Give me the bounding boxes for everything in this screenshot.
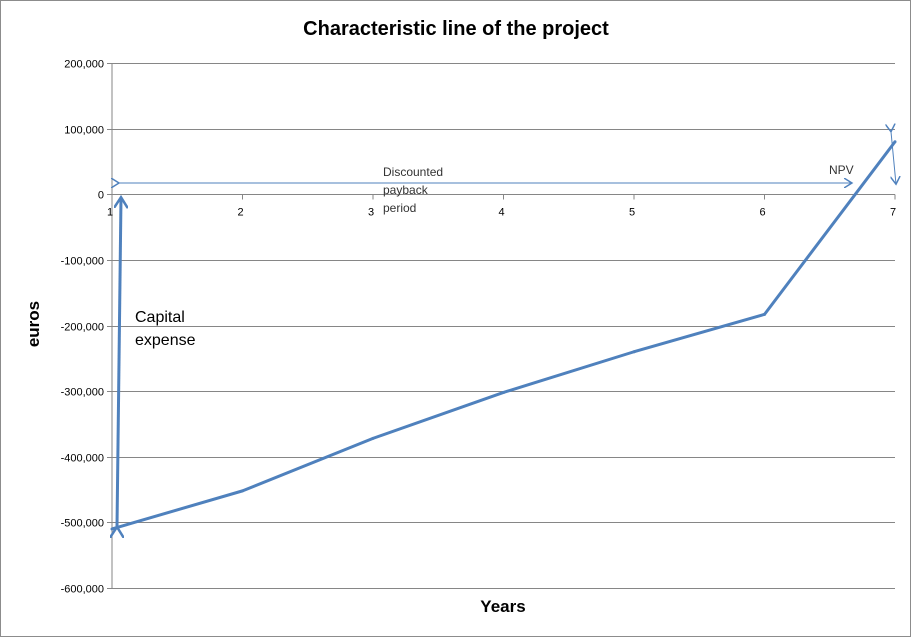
data-point: [110, 527, 114, 531]
x-tick-label: 1: [107, 207, 113, 219]
x-tick-labels: 1 2 3 4 5 6 7: [107, 207, 896, 219]
y-tick-label: 200,000: [64, 59, 104, 71]
y-tick-labels: 200,000 100,000 0 -100,000 -200,000 -300,000 -…: [61, 59, 104, 596]
series-line-0: [111, 140, 897, 531]
capital-expense-arrow: [117, 197, 121, 527]
data-point: [893, 140, 897, 144]
data-point: [763, 312, 766, 316]
y-tick-label: -600,000: [61, 584, 104, 596]
y-tick-label: 0: [98, 190, 104, 202]
x-tick-label: 7: [890, 207, 896, 219]
x-tick-label: 3: [368, 207, 374, 219]
x-tick-label: 2: [237, 207, 243, 219]
y-tick-label: -100,000: [61, 256, 104, 268]
capital-expense-label-line-1: Capital: [135, 309, 185, 326]
payback-label-line-1: Discounted: [383, 165, 443, 179]
y-tick-label: -500,000: [61, 518, 104, 530]
data-point: [241, 489, 244, 493]
data-point: [502, 390, 505, 394]
chart-title: Characteristic line of the project: [303, 18, 609, 40]
x-axis-title: Years: [480, 597, 525, 616]
data-point: [371, 436, 375, 440]
y-tick-label: -200,000: [61, 322, 104, 334]
x-tick-label: 6: [759, 207, 765, 219]
y-tick-label: -300,000: [61, 387, 104, 399]
x-tick-label: 4: [498, 207, 504, 219]
npv-label: NPV: [829, 163, 854, 177]
y-tick-label: -400,000: [61, 453, 104, 465]
grid-layer: [107, 63, 896, 589]
y-axis-title: euros: [24, 301, 43, 347]
data-point: [632, 350, 636, 354]
x-tick-label: 5: [629, 207, 635, 219]
payback-label-line-2: payback: [383, 183, 429, 197]
y-tick-label: 100,000: [64, 125, 104, 137]
npv-arrow: [891, 132, 896, 185]
annotation-layer: Capital expense Discounted payback perio…: [117, 132, 896, 527]
payback-label-line-3: period: [383, 201, 416, 215]
capital-expense-label-line-2: expense: [135, 332, 196, 349]
